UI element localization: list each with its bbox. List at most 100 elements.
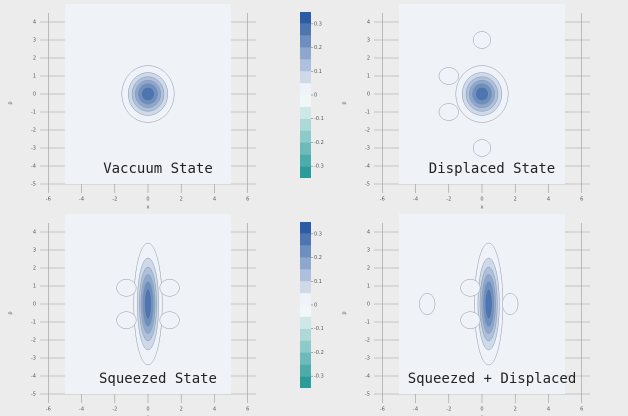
x-axis-label: x — [147, 415, 150, 416]
x-tick-label: -2 — [446, 197, 451, 203]
x-tick-label: -4 — [79, 197, 84, 203]
x-tick-label: 0 — [480, 407, 483, 413]
contour-level — [460, 311, 481, 329]
colorbar-tick-label: 0 — [314, 303, 317, 309]
y-tick-label: 0 — [33, 92, 36, 98]
contour-blob — [419, 293, 436, 315]
y-tick-label: 4 — [33, 230, 36, 236]
y-tick-label: 3 — [367, 248, 370, 254]
x-axis-label: x — [481, 205, 484, 211]
y-tick-label: 1 — [367, 284, 370, 290]
colorbar-band — [300, 23, 311, 36]
y-tick-label: 3 — [33, 248, 36, 254]
x-tick-label: -2 — [112, 197, 117, 203]
y-tick-label: 2 — [33, 266, 36, 272]
colorbar-band — [300, 233, 311, 246]
contour-level — [475, 86, 489, 102]
colorbar-band — [300, 364, 311, 377]
contour-blob — [472, 139, 492, 157]
contour-level — [141, 86, 155, 102]
x-tick-label: 4 — [547, 407, 550, 413]
y-tick-label: -3 — [31, 356, 36, 362]
y-tick-label: 0 — [367, 302, 370, 308]
y-tick-label: -5 — [31, 392, 36, 398]
y-tick-label: 0 — [33, 302, 36, 308]
contour-blob — [455, 65, 509, 123]
plot-title: Vaccuum State — [103, 161, 213, 177]
colorbar-band — [300, 130, 311, 143]
y-tick-label: 1 — [33, 74, 36, 80]
y-tick-label: -2 — [365, 338, 370, 344]
contour-blob — [121, 65, 175, 123]
colorbar-band — [300, 222, 311, 234]
contour-level — [116, 279, 137, 297]
y-axis-label: p — [8, 311, 14, 314]
contour-level — [116, 311, 137, 329]
y-tick-label: -2 — [365, 128, 370, 134]
contour-blob — [159, 279, 180, 297]
contour-blob — [472, 31, 492, 49]
x-tick-label: -6 — [380, 197, 385, 203]
x-tick-label: 4 — [547, 197, 550, 203]
colorbar-band — [300, 59, 311, 72]
colorbar-tick-label: 0.2 — [314, 255, 322, 261]
colorbar-band — [300, 12, 311, 24]
x-tick-label: -4 — [79, 407, 84, 413]
y-tick-label: 1 — [33, 284, 36, 290]
x-tick-label: 2 — [514, 407, 517, 413]
contour-level — [159, 311, 180, 329]
colorbar-band — [300, 293, 311, 305]
colorbar-band — [300, 71, 311, 84]
colorbar-band — [300, 35, 311, 48]
colorbar-band — [300, 352, 311, 365]
contour-level — [419, 293, 436, 315]
y-tick-label: 2 — [33, 56, 36, 62]
colorbar-tick-label: -0.1 — [314, 116, 324, 122]
y-tick-label: 1 — [367, 74, 370, 80]
colorbar-band — [300, 316, 311, 329]
contour-blob — [438, 67, 459, 85]
plot-title: Displaced State — [429, 161, 555, 177]
contour-level — [438, 103, 459, 121]
y-tick-label: -3 — [31, 146, 36, 152]
colorbar-band — [300, 118, 311, 131]
x-tick-label: 2 — [180, 197, 183, 203]
x-tick-label: 4 — [213, 407, 216, 413]
colorbar-tick-label: -0.3 — [314, 164, 324, 170]
y-axis-label: p — [342, 311, 348, 314]
x-tick-label: 2 — [180, 407, 183, 413]
colorbar-band — [300, 305, 311, 317]
colorbar-tick-label: 0.3 — [314, 231, 322, 237]
colorbar-tick-label: 0.2 — [314, 45, 322, 51]
contour-blob — [460, 279, 481, 297]
y-tick-label: 2 — [367, 266, 370, 272]
y-tick-label: 4 — [367, 20, 370, 26]
contour-level — [144, 288, 152, 320]
contour-level — [502, 293, 519, 315]
colorbar-tick-label: 0 — [314, 93, 317, 99]
plot-title: Squeezed State — [99, 371, 217, 387]
x-tick-label: 6 — [246, 407, 249, 413]
contour-blob — [502, 293, 519, 315]
y-tick-label: -3 — [365, 146, 370, 152]
colorbar-band — [300, 83, 311, 95]
colorbar-band — [300, 95, 311, 107]
y-tick-label: -3 — [365, 356, 370, 362]
y-tick-label: -5 — [365, 182, 370, 188]
colorbar-tick-label: -0.2 — [314, 140, 324, 146]
x-tick-label: -6 — [46, 197, 51, 203]
contour-level — [460, 279, 481, 297]
x-tick-label: 6 — [246, 197, 249, 203]
contour-level — [159, 279, 180, 297]
contour-blob — [116, 311, 137, 329]
colorbar-tick-label: 0.1 — [314, 69, 322, 75]
y-tick-label: -1 — [365, 320, 370, 326]
x-tick-label: 0 — [146, 197, 149, 203]
x-tick-label: -4 — [413, 407, 418, 413]
plot-title: Squeezed + Displaced — [408, 371, 577, 387]
y-tick-label: -1 — [31, 110, 36, 116]
contour-blob — [438, 103, 459, 121]
y-tick-label: -2 — [31, 338, 36, 344]
contour-blob — [116, 279, 137, 297]
